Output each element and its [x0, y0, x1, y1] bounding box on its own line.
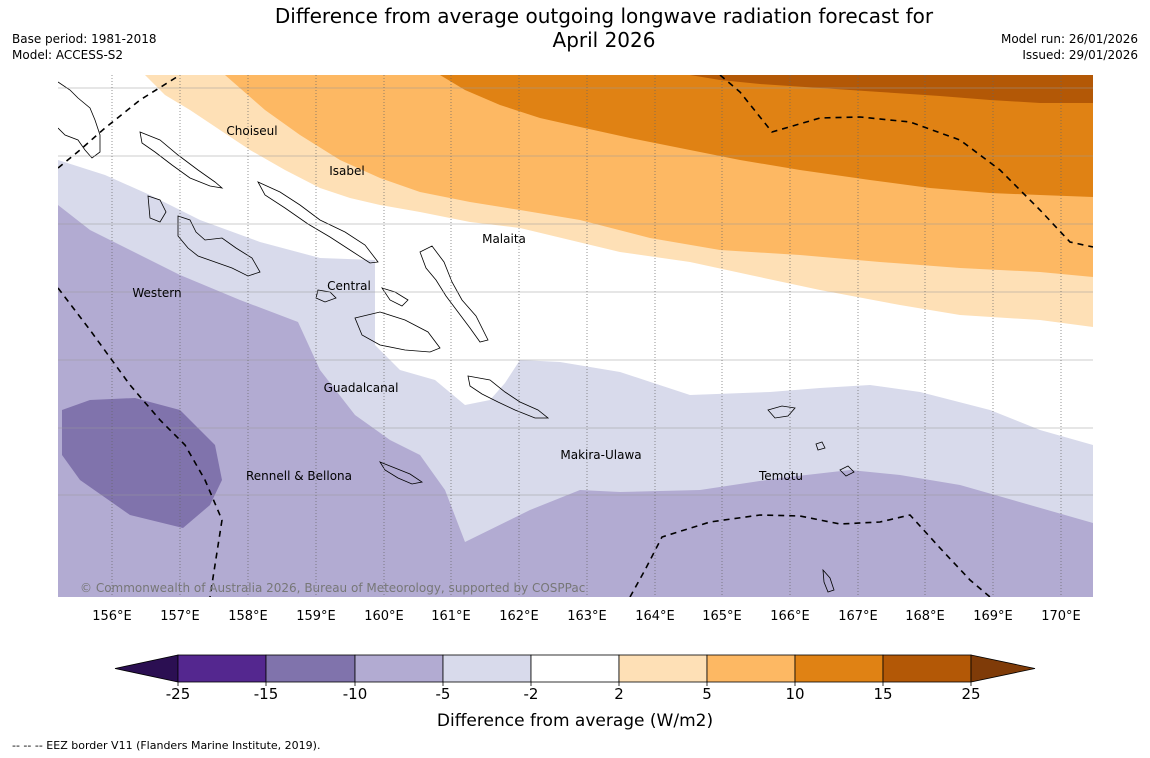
base-period: Base period: 1981-2018	[12, 32, 157, 46]
model-run: Model run: 26/01/2026	[1000, 32, 1138, 46]
lon-label: 156°E	[92, 609, 132, 624]
region-label: Makira-Ulawa	[560, 448, 641, 462]
band-plus15-plus25	[690, 75, 1093, 103]
colorbar-label: Difference from average (W/m2)	[437, 711, 713, 731]
colorbar-tick-label: 15	[873, 685, 892, 703]
anuta-island	[815, 441, 826, 451]
region-label: Central	[327, 279, 371, 293]
lon-label: 160°E	[364, 609, 404, 624]
eez-border-png-north	[58, 75, 181, 169]
colorbar-segment	[265, 654, 356, 683]
meta-left: Base period: 1981-2018 Model: ACCESS-S2	[12, 31, 157, 63]
colorbar-tick-label: -10	[343, 685, 368, 703]
region-label: Malaita	[482, 232, 526, 246]
lat-label: 10°S	[16, 354, 47, 369]
florida-islands	[381, 287, 409, 307]
lat-label: 8°S	[24, 218, 47, 233]
colorbar-segment	[706, 654, 796, 683]
region-labels: Choiseul Isabel Malaita Central Western Guada…	[132, 124, 803, 483]
colorbar-tick-label: -15	[254, 685, 279, 703]
map-title: Difference from average outgoing longwav…	[0, 4, 1150, 52]
lon-label: 165°E	[702, 609, 742, 624]
lat-labels: 6°S 7°S 8°S 9°S 10°S 11°S 12°S	[16, 82, 47, 504]
lon-labels: 156°E 157°E 158°E 159°E 160°E 161°E 162°E 163°E…	[92, 609, 1081, 624]
lat-label: 9°S	[24, 286, 47, 301]
eez-borders	[58, 75, 1093, 597]
rennell-island	[379, 461, 424, 485]
lon-label: 169°E	[973, 609, 1013, 624]
colorbar-segment	[354, 654, 444, 683]
colorbar-tick-label: -2	[524, 685, 539, 703]
colorbar-segment	[177, 654, 267, 683]
lon-label: 161°E	[431, 609, 471, 624]
santa-cruz-island	[767, 405, 796, 419]
bougainville-coast	[58, 81, 101, 159]
title-line-2: April 2026	[552, 28, 656, 52]
new-georgia-islands	[177, 215, 261, 277]
lat-label: 11°S	[16, 422, 47, 437]
lon-label: 168°E	[905, 609, 945, 624]
colorbar-tick-label: -25	[166, 685, 191, 703]
colorbar-segment	[794, 654, 884, 683]
vella-lavella-island	[147, 195, 167, 223]
colorbar-tick-label: 5	[702, 685, 712, 703]
lat-label: 7°S	[24, 150, 47, 165]
lon-label: 162°E	[499, 609, 539, 624]
eez-border-tuvalu	[719, 75, 1093, 248]
colorbar-segment	[530, 654, 620, 683]
colorbar-tick-label: 10	[785, 685, 804, 703]
lon-label: 159°E	[296, 609, 336, 624]
graticule	[58, 75, 1093, 597]
eez-border-png-south	[58, 287, 223, 597]
model-name: Model: ACCESS-S2	[12, 48, 124, 62]
isabel-island	[257, 181, 379, 264]
colorbar-segment	[882, 654, 972, 683]
lat-label: 6°S	[24, 82, 47, 97]
colorbar-tick-label: 25	[961, 685, 980, 703]
lon-label: 164°E	[635, 609, 675, 624]
colorbar: -25 -15 -10 -5 -2 2 5 10 15 25	[114, 654, 1036, 703]
title-line-1: Difference from average outgoing longwav…	[274, 4, 934, 28]
band-plus10-plus15	[440, 75, 1093, 197]
makira-island	[467, 375, 550, 419]
issued-date: Issued: 29/01/2026	[1022, 48, 1138, 62]
colorbar-under-arrow	[114, 654, 179, 683]
lat-label: 12°S	[16, 489, 47, 504]
guadalcanal-island	[354, 311, 441, 353]
vanuatu-islands	[822, 568, 835, 593]
colorbar-segment	[442, 654, 532, 683]
band-minus15-minus10	[62, 398, 222, 528]
copyright-notice: © Commonwealth of Australia 2026, Bureau…	[80, 581, 585, 595]
region-label: Guadalcanal	[324, 381, 399, 395]
lon-label: 163°E	[567, 609, 607, 624]
lon-label: 170°E	[1041, 609, 1081, 624]
region-label: Temotu	[758, 469, 803, 483]
malaita-island	[419, 245, 489, 343]
map-area: 6°S 7°S 8°S 9°S 10°S 11°S 12°S Choiseul Isabel M…	[16, 75, 1093, 597]
lon-label: 157°E	[160, 609, 200, 624]
lon-label: 167°E	[838, 609, 878, 624]
region-label: Western	[132, 286, 181, 300]
footnote: -- -- -- EEZ border V11 (Flanders Marine…	[12, 739, 321, 752]
lon-label: 158°E	[228, 609, 268, 624]
coastlines	[58, 81, 855, 593]
choiseul-island	[139, 131, 224, 189]
russell-islands	[315, 289, 337, 303]
region-label: Isabel	[329, 164, 364, 178]
colorbar-segment	[618, 654, 708, 683]
colorbar-over-arrow	[970, 654, 1036, 683]
region-label: Rennell & Bellona	[246, 469, 352, 483]
colorbar-tick-label: 2	[614, 685, 624, 703]
lon-label: 166°E	[770, 609, 810, 624]
region-label: Choiseul	[226, 124, 277, 138]
meta-right: Model run: 26/01/2026 Issued: 29/01/2026	[1001, 31, 1138, 63]
tikopia-island	[839, 465, 855, 477]
colorbar-tick-label: -5	[436, 685, 451, 703]
